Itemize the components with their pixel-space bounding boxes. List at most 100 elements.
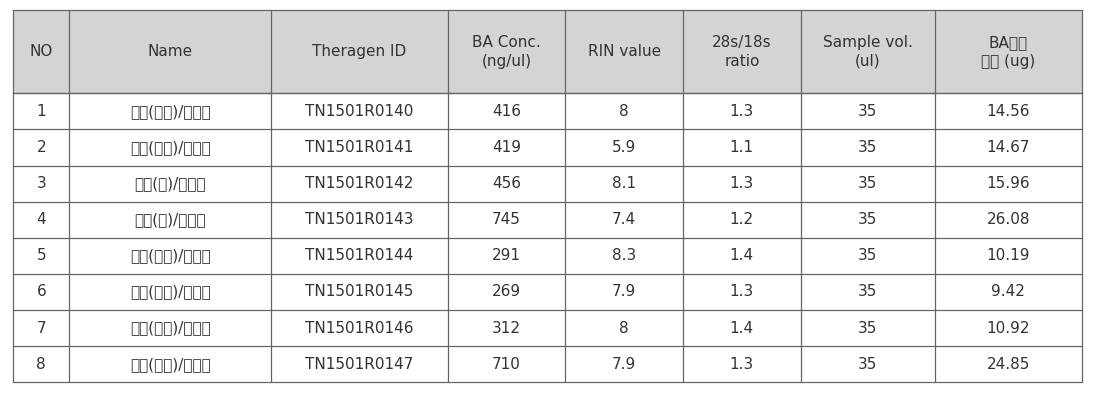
- Bar: [69, 93, 272, 129]
- Text: 1.3: 1.3: [729, 356, 754, 372]
- Text: TN1501R0147: TN1501R0147: [306, 356, 414, 372]
- Bar: [272, 238, 448, 274]
- Bar: [448, 129, 565, 166]
- Text: 35: 35: [858, 320, 877, 336]
- Bar: [69, 10, 272, 93]
- Text: 419: 419: [492, 140, 521, 155]
- Bar: [683, 274, 800, 310]
- Text: TN1501R0146: TN1501R0146: [306, 320, 414, 336]
- Bar: [69, 202, 272, 238]
- Text: 7.4: 7.4: [612, 212, 636, 227]
- Bar: [13, 93, 69, 129]
- Bar: [935, 129, 1082, 166]
- Bar: [565, 274, 683, 310]
- Bar: [683, 166, 800, 202]
- Bar: [800, 274, 935, 310]
- Text: TN1501R0145: TN1501R0145: [306, 284, 414, 300]
- Bar: [13, 346, 69, 382]
- Text: 7: 7: [36, 320, 46, 336]
- Bar: [448, 93, 565, 129]
- Bar: [935, 310, 1082, 346]
- Text: TN1501R0142: TN1501R0142: [306, 176, 414, 191]
- Bar: [800, 129, 935, 166]
- Bar: [69, 129, 272, 166]
- Bar: [800, 346, 935, 382]
- Bar: [13, 238, 69, 274]
- Text: 1.4: 1.4: [729, 320, 753, 336]
- Bar: [448, 346, 565, 382]
- Bar: [683, 310, 800, 346]
- Text: NO: NO: [30, 44, 53, 59]
- Bar: [565, 129, 683, 166]
- Bar: [13, 166, 69, 202]
- Text: 1.3: 1.3: [729, 104, 754, 119]
- Text: RIN value: RIN value: [588, 44, 660, 59]
- Bar: [448, 274, 565, 310]
- Text: 710: 710: [492, 356, 521, 372]
- Bar: [272, 202, 448, 238]
- Text: 1: 1: [36, 104, 46, 119]
- Bar: [448, 166, 565, 202]
- Bar: [935, 346, 1082, 382]
- Text: 진도(미타)/운동후: 진도(미타)/운동후: [130, 104, 210, 119]
- Bar: [565, 166, 683, 202]
- Bar: [683, 129, 800, 166]
- Text: 1.1: 1.1: [729, 140, 753, 155]
- Bar: [272, 10, 448, 93]
- Text: 4: 4: [36, 212, 46, 227]
- Bar: [800, 166, 935, 202]
- Bar: [800, 202, 935, 238]
- Text: 24.85: 24.85: [987, 356, 1030, 372]
- Text: 35: 35: [858, 176, 877, 191]
- Text: 312: 312: [492, 320, 521, 336]
- Bar: [565, 10, 683, 93]
- Text: 1.3: 1.3: [729, 176, 754, 191]
- Text: 8: 8: [36, 356, 46, 372]
- Text: Sample vol.
(ul): Sample vol. (ul): [822, 35, 912, 68]
- Text: 35: 35: [858, 356, 877, 372]
- Text: BA기준
총량 (ug): BA기준 총량 (ug): [981, 35, 1036, 68]
- Bar: [565, 310, 683, 346]
- Text: 35: 35: [858, 140, 877, 155]
- Bar: [935, 166, 1082, 202]
- Bar: [448, 10, 565, 93]
- Text: 장모(루키)/운동전: 장모(루키)/운동전: [130, 320, 210, 336]
- Text: 269: 269: [492, 284, 521, 300]
- Text: 14.56: 14.56: [987, 104, 1030, 119]
- Text: 26.08: 26.08: [987, 212, 1030, 227]
- Bar: [935, 93, 1082, 129]
- Bar: [683, 202, 800, 238]
- Bar: [683, 238, 800, 274]
- Text: 28s/18s
ratio: 28s/18s ratio: [712, 35, 772, 68]
- Bar: [69, 310, 272, 346]
- Text: Theragen ID: Theragen ID: [312, 44, 406, 59]
- Bar: [935, 202, 1082, 238]
- Text: TN1501R0140: TN1501R0140: [306, 104, 414, 119]
- Bar: [272, 93, 448, 129]
- Text: 진도(미루)/운동후: 진도(미루)/운동후: [130, 140, 210, 155]
- Bar: [13, 274, 69, 310]
- Bar: [935, 274, 1082, 310]
- Bar: [448, 202, 565, 238]
- Text: 456: 456: [492, 176, 521, 191]
- Bar: [448, 310, 565, 346]
- Bar: [13, 129, 69, 166]
- Text: 3: 3: [36, 176, 46, 191]
- Bar: [800, 10, 935, 93]
- Text: 8.1: 8.1: [612, 176, 636, 191]
- Bar: [935, 10, 1082, 93]
- Text: 35: 35: [858, 212, 877, 227]
- Bar: [800, 238, 935, 274]
- Text: 1.2: 1.2: [729, 212, 753, 227]
- Text: 14.67: 14.67: [987, 140, 1030, 155]
- Bar: [272, 129, 448, 166]
- Text: TN1501R0144: TN1501R0144: [306, 248, 414, 264]
- Text: 장모(통)/운동후: 장모(통)/운동후: [135, 212, 206, 227]
- Bar: [272, 166, 448, 202]
- Text: 8: 8: [620, 104, 629, 119]
- Text: 장모(통)/운동전: 장모(통)/운동전: [135, 176, 206, 191]
- Bar: [683, 10, 800, 93]
- Bar: [13, 310, 69, 346]
- Text: 6: 6: [36, 284, 46, 300]
- Text: 8.3: 8.3: [612, 248, 636, 264]
